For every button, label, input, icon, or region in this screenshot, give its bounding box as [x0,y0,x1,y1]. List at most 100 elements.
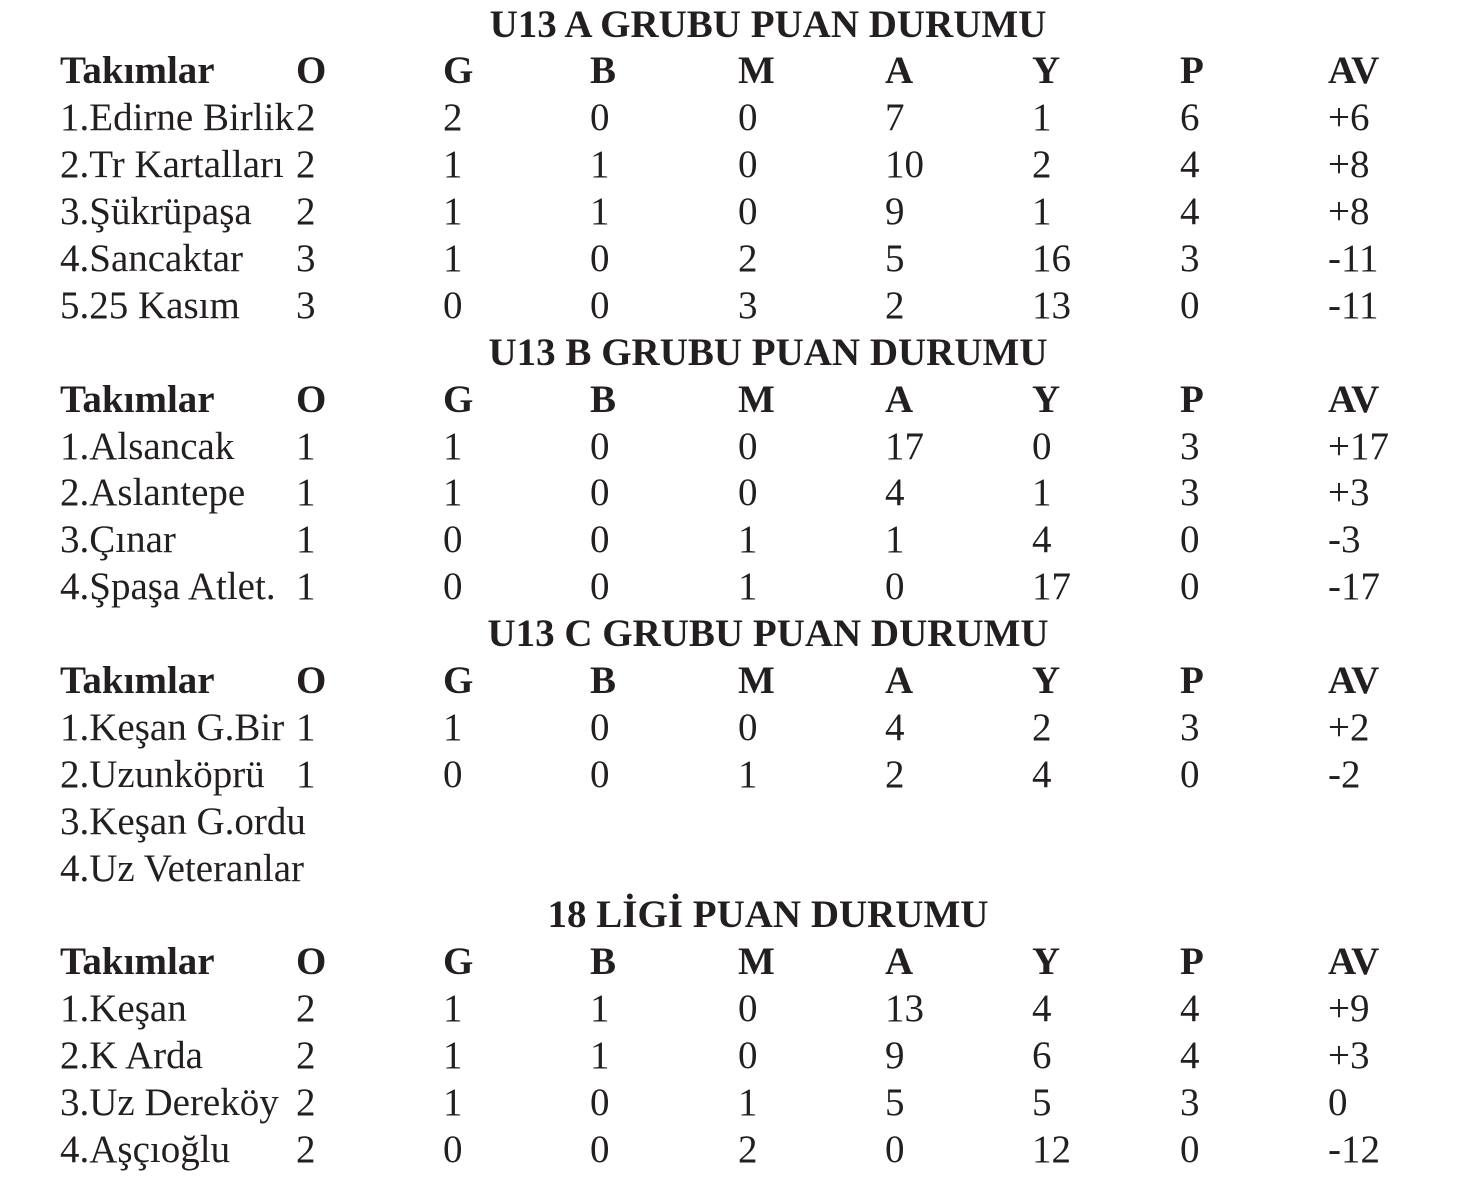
column-header-lost: M [738,940,775,984]
cell-lost: 0 [738,987,758,1031]
cell-team: 1.Keşan G.Bir [60,705,285,749]
cell-won: 1 [443,424,463,468]
cell-drawn: 0 [590,752,610,796]
column-header-played: O [296,940,327,984]
cell-goals-for: 0 [885,565,905,609]
cell-lost: 0 [738,96,758,140]
cell-team: 3.Uz Dereköy [60,1080,279,1124]
cell-goals-for: 7 [885,96,905,140]
cell-goals-against: 1 [1032,190,1052,234]
cell-goals-against: 4 [1032,987,1052,1031]
cell-goals-against: 2 [1032,705,1052,749]
cell-points: 0 [1180,565,1200,609]
cell-played: 1 [296,424,316,468]
cell-team: 4.Uz Veteranlar [60,846,304,890]
column-header-lost: M [738,658,775,702]
cell-goals-against: 6 [1032,1034,1052,1078]
cell-lost: 2 [738,1127,758,1171]
cell-goals-for: 4 [885,471,905,515]
column-header-drawn: B [590,658,617,702]
cell-goal-difference: 0 [1328,1080,1348,1124]
cell-team: 3.Çınar [60,518,176,562]
column-header-won: G [443,940,474,984]
cell-won: 1 [443,143,463,187]
cell-goal-difference: -12 [1328,1127,1380,1171]
cell-points: 0 [1180,283,1200,327]
cell-team: 3.Keşan G.ordu [60,799,306,843]
cell-lost: 0 [738,705,758,749]
cell-team: 1.Alsancak [60,424,235,468]
table-header: Takımlar O G B M A Y P AV [0,377,1477,424]
cell-goal-difference: +3 [1328,471,1370,515]
cell-drawn: 0 [590,518,610,562]
cell-team: 1.Keşan [60,987,187,1031]
column-header-goal-difference: AV [1328,49,1380,93]
cell-points: 4 [1180,143,1200,187]
column-header-team: Takımlar [60,377,215,421]
column-header-won: G [443,377,474,421]
cell-goal-difference: +8 [1328,143,1370,187]
table-row: 4.Sancaktar 3 1 0 2 5 16 3 -11 [0,236,1477,283]
column-header-team: Takımlar [60,940,215,984]
table-row: 2.Aslantepe 1 1 0 0 4 1 3 +3 [0,470,1477,517]
cell-goals-for: 4 [885,705,905,749]
cell-lost: 3 [738,283,758,327]
cell-team: 2.Tr Kartalları [60,143,284,187]
cell-goals-against: 4 [1032,518,1052,562]
column-header-played: O [296,377,327,421]
cell-won: 1 [443,1034,463,1078]
cell-points: 3 [1180,471,1200,515]
table-row: 2.Tr Kartalları 2 1 1 0 10 2 4 +8 [0,142,1477,189]
cell-goals-for: 13 [885,987,924,1031]
cell-played: 1 [296,471,316,515]
table-row: 4.Şpaşa Atlet. 1 0 0 1 0 17 0 -17 [0,564,1477,611]
cell-drawn: 0 [590,565,610,609]
cell-goals-for: 9 [885,1034,905,1078]
cell-drawn: 0 [590,1127,610,1171]
cell-played: 2 [296,1080,316,1124]
cell-goals-against: 13 [1032,283,1071,327]
column-header-team: Takımlar [60,49,215,93]
column-header-drawn: B [590,377,617,421]
column-header-goals-against: Y [1032,377,1061,421]
table-row: 4.Uz Veteranlar [0,846,1477,893]
cell-points: 4 [1180,1034,1200,1078]
cell-played: 2 [296,1127,316,1171]
column-header-drawn: B [590,940,617,984]
cell-played: 3 [296,283,316,327]
column-header-lost: M [738,377,775,421]
table-row: 1.Keşan 2 1 1 0 13 4 4 +9 [0,986,1477,1033]
cell-goals-against: 16 [1032,236,1071,280]
cell-goals-for: 10 [885,143,924,187]
cell-goals-against: 12 [1032,1127,1071,1171]
cell-points: 3 [1180,705,1200,749]
cell-lost: 0 [738,471,758,515]
cell-lost: 2 [738,236,758,280]
cell-goals-for: 5 [885,236,905,280]
cell-team: 2.K Arda [60,1034,203,1078]
cell-played: 1 [296,752,316,796]
table-row: 3.Uz Dereköy 2 1 0 1 5 5 3 0 [0,1080,1477,1127]
cell-goals-against: 2 [1032,143,1052,187]
column-header-points: P [1180,377,1204,421]
cell-won: 0 [443,518,463,562]
column-header-goal-difference: AV [1328,940,1380,984]
cell-played: 1 [296,705,316,749]
column-header-played: O [296,658,327,702]
table-row: 4.Aşçıoğlu 2 0 0 2 0 12 0 -12 [0,1127,1477,1174]
cell-drawn: 0 [590,1080,610,1124]
cell-goals-for: 5 [885,1080,905,1124]
cell-lost: 0 [738,424,758,468]
column-header-goals-against: Y [1032,658,1061,702]
cell-team: 5.25 Kasım [60,283,240,327]
cell-lost: 1 [738,565,758,609]
cell-won: 0 [443,565,463,609]
cell-goals-for: 17 [885,424,924,468]
cell-drawn: 0 [590,236,610,280]
cell-team: 4.Sancaktar [60,236,244,280]
cell-won: 1 [443,1080,463,1124]
table-row: 2.Uzunköprü 1 0 0 1 2 4 0 -2 [0,752,1477,799]
cell-goal-difference: +3 [1328,1034,1370,1078]
cell-team: 4.Şpaşa Atlet. [60,565,276,609]
cell-goal-difference: -3 [1328,518,1361,562]
